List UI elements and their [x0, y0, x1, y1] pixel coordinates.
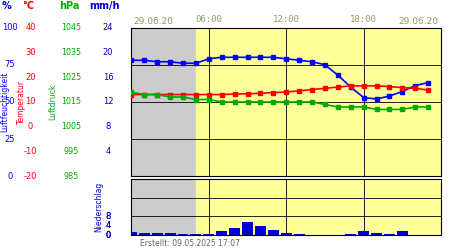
Text: 0: 0 — [105, 230, 111, 239]
Bar — [229, 228, 240, 235]
Bar — [196, 179, 441, 235]
Text: 06:00: 06:00 — [195, 15, 222, 24]
Bar — [139, 233, 150, 235]
Bar — [177, 234, 189, 235]
Bar — [196, 28, 441, 176]
Text: 100: 100 — [2, 23, 18, 32]
Bar — [293, 234, 305, 235]
Text: mm/h: mm/h — [89, 1, 120, 11]
Text: 0: 0 — [28, 122, 33, 131]
Text: 50: 50 — [4, 98, 15, 106]
Text: 0: 0 — [105, 230, 111, 239]
Bar — [165, 233, 176, 235]
Text: Niederschlag: Niederschlag — [94, 182, 104, 232]
Text: Erstellt: 09.05.2025 17:07: Erstellt: 09.05.2025 17:07 — [140, 238, 240, 248]
Text: 24: 24 — [103, 23, 113, 32]
Text: 0: 0 — [105, 230, 111, 239]
Text: 8: 8 — [105, 212, 111, 221]
Bar — [384, 234, 395, 235]
Text: 29.06.20: 29.06.20 — [134, 17, 174, 26]
Text: 4: 4 — [105, 147, 111, 156]
Text: 995: 995 — [63, 147, 79, 156]
Text: 75: 75 — [4, 60, 15, 69]
Bar — [242, 222, 253, 235]
Text: 20: 20 — [25, 73, 36, 82]
Text: Temperatur: Temperatur — [17, 80, 26, 124]
Bar — [268, 230, 279, 235]
Bar — [281, 233, 292, 235]
Text: 1025: 1025 — [61, 73, 81, 82]
Text: 1045: 1045 — [61, 23, 81, 32]
Bar — [397, 231, 408, 235]
Text: 8: 8 — [105, 212, 111, 221]
Text: 0: 0 — [7, 172, 13, 181]
Text: 10: 10 — [25, 98, 36, 106]
Text: Luftdruck: Luftdruck — [49, 84, 58, 120]
Text: 12: 12 — [103, 98, 113, 106]
Text: 12:00: 12:00 — [273, 15, 300, 24]
Text: 25: 25 — [4, 135, 15, 144]
Text: 4: 4 — [105, 221, 111, 230]
Bar — [371, 233, 382, 235]
Text: 30: 30 — [25, 48, 36, 57]
Bar — [410, 234, 421, 235]
Text: %: % — [2, 1, 12, 11]
Bar — [131, 179, 196, 235]
Bar — [131, 28, 196, 176]
Text: °C: °C — [22, 1, 34, 11]
Text: -20: -20 — [24, 172, 37, 181]
Text: 29.06.20: 29.06.20 — [399, 17, 439, 26]
Bar — [255, 226, 266, 235]
Bar — [126, 232, 137, 235]
Text: 40: 40 — [25, 23, 36, 32]
Bar — [203, 234, 214, 235]
Text: 985: 985 — [63, 172, 79, 181]
Text: 1035: 1035 — [61, 48, 81, 57]
Bar — [152, 233, 163, 235]
Text: hPa: hPa — [59, 1, 80, 11]
Text: 4: 4 — [105, 221, 111, 230]
Text: 1015: 1015 — [61, 98, 81, 106]
Bar — [358, 232, 369, 235]
Bar — [190, 234, 202, 235]
Text: 8: 8 — [105, 122, 111, 131]
Text: 20: 20 — [103, 48, 113, 57]
Text: 1005: 1005 — [61, 122, 81, 131]
Text: -10: -10 — [24, 147, 37, 156]
Text: 18:00: 18:00 — [350, 15, 377, 24]
Bar — [216, 232, 227, 235]
Text: 16: 16 — [103, 73, 113, 82]
Bar — [345, 234, 356, 235]
Text: Luftfeuchtigkeit: Luftfeuchtigkeit — [0, 72, 9, 132]
